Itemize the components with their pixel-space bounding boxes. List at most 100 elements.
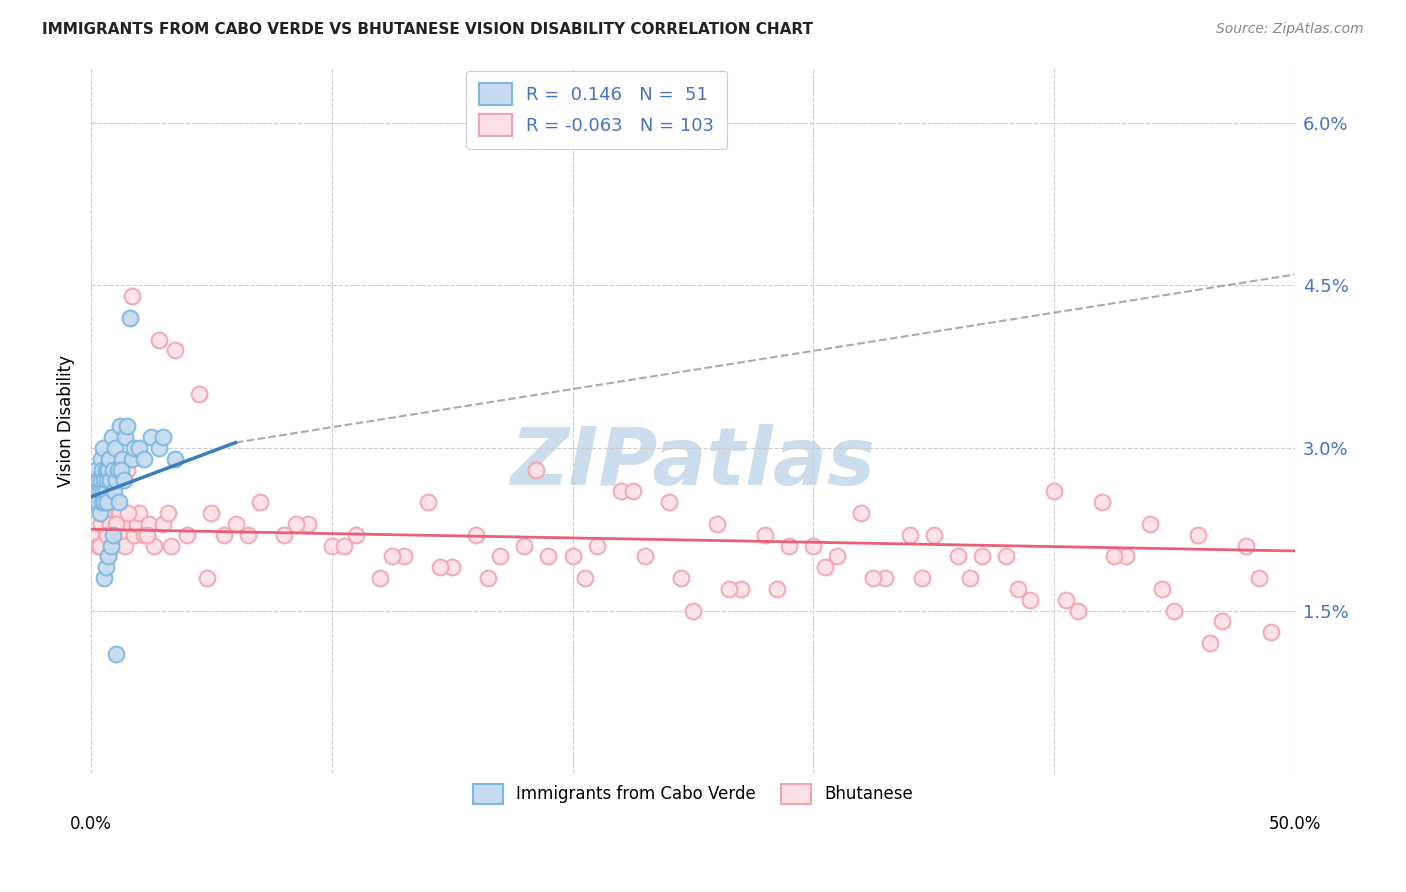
Point [851,506,873,520]
Point [910,571,932,585]
Point [946,549,969,564]
Point [118,310,141,325]
Point [1260,625,1282,640]
Point [489,549,512,564]
Point [537,549,560,564]
Point [84,463,107,477]
Point [142,539,165,553]
Point [994,549,1017,564]
Point [94,463,117,477]
Point [368,571,391,585]
Point [875,571,897,585]
Point [381,549,404,564]
Point [1152,582,1174,596]
Point [124,527,146,541]
Text: ZIPatlas: ZIPatlas [510,424,876,502]
Point [103,484,125,499]
Point [89,506,111,520]
Point [574,571,596,585]
Point [225,516,247,531]
Point [100,474,122,488]
Point [108,506,131,520]
Point [152,516,174,531]
Point [135,527,157,541]
Text: 50.0%: 50.0% [1268,815,1320,833]
Point [89,539,111,553]
Point [1018,592,1040,607]
Point [94,560,117,574]
Point [898,527,921,541]
Point [117,506,139,520]
Point [970,549,993,564]
Point [284,516,307,531]
Point [152,430,174,444]
Point [121,451,143,466]
Text: 0.0%: 0.0% [70,815,112,833]
Point [121,289,143,303]
Point [97,549,120,564]
Point [125,516,148,531]
Point [1236,539,1258,553]
Point [165,451,187,466]
Point [212,527,235,541]
Point [93,474,115,488]
Point [138,516,160,531]
Point [321,539,343,553]
Point [730,582,752,596]
Point [117,463,139,477]
Point [90,516,112,531]
Point [333,539,356,553]
Point [585,539,607,553]
Point [87,539,110,553]
Point [103,527,125,541]
Point [1199,636,1222,650]
Point [91,484,114,499]
Point [176,527,198,541]
Point [1007,582,1029,596]
Point [105,516,128,531]
Point [89,484,111,499]
Point [706,516,728,531]
Point [107,463,129,477]
Point [669,571,692,585]
Point [96,495,118,509]
Point [104,495,127,509]
Point [91,463,114,477]
Point [621,484,644,499]
Point [477,571,499,585]
Point [429,560,451,574]
Point [513,539,536,553]
Point [114,430,136,444]
Point [236,527,259,541]
Point [1091,495,1114,509]
Point [108,495,131,509]
Point [124,441,146,455]
Point [922,527,945,541]
Point [561,549,583,564]
Point [195,571,218,585]
Point [128,441,150,455]
Point [111,451,134,466]
Point [128,506,150,520]
Point [959,571,981,585]
Point [91,495,114,509]
Point [132,451,155,466]
Point [104,441,127,455]
Point [188,386,211,401]
Point [157,506,180,520]
Point [86,484,108,499]
Point [754,527,776,541]
Point [416,495,439,509]
Point [344,527,367,541]
Point [93,495,115,509]
Point [84,527,107,541]
Point [682,603,704,617]
Point [117,419,139,434]
Point [766,582,789,596]
Point [814,560,837,574]
Point [159,539,181,553]
Point [465,527,488,541]
Point [101,539,124,553]
Point [90,451,112,466]
Point [97,549,120,564]
